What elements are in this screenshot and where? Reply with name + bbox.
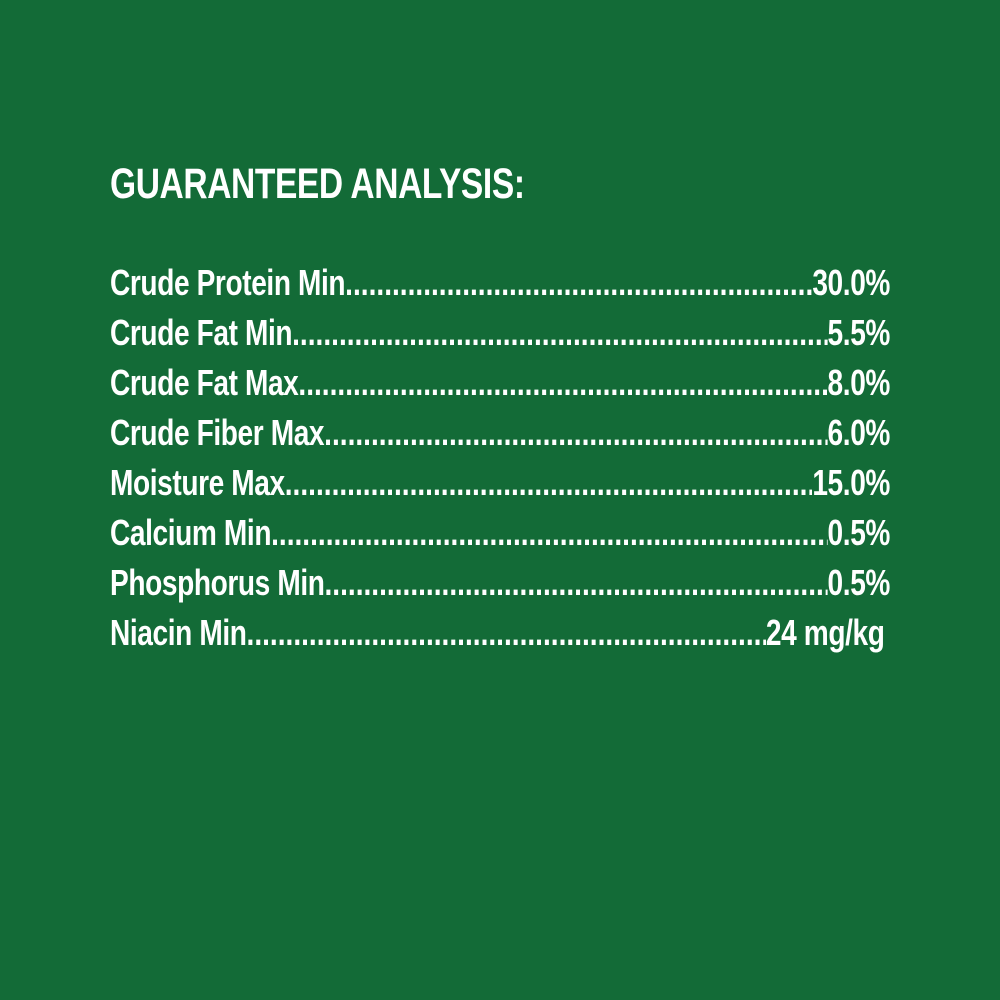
analysis-list: Crude Protein Min.......................… — [110, 262, 890, 662]
analysis-row-crude-protein-min: Crude Protein Min.......................… — [110, 262, 890, 312]
row-value: 6.0% — [827, 412, 891, 453]
row-label: Calcium Min — [110, 512, 272, 553]
dot-leader: ........................................… — [324, 562, 828, 603]
analysis-row-phosphorus-min: Phosphorus Min..........................… — [110, 562, 890, 612]
row-label: Crude Protein Min — [110, 262, 346, 303]
row-value: 0.5% — [827, 562, 891, 603]
dot-leader: ........................................… — [324, 412, 827, 453]
row-value: 15.0% — [812, 462, 890, 503]
row-value: 0.5% — [827, 512, 891, 553]
row-label: Phosphorus Min — [110, 562, 325, 603]
analysis-row-moisture-max: Moisture Max............................… — [110, 462, 890, 512]
dot-leader: ........................................… — [292, 312, 827, 353]
row-label: Crude Fat Max — [110, 362, 299, 403]
row-value: 5.5% — [827, 312, 891, 353]
analysis-row-crude-fat-min: Crude Fat Min...........................… — [110, 312, 890, 362]
analysis-row-crude-fiber-max: Crude Fiber Max.........................… — [110, 412, 890, 462]
dot-leader: ........................................… — [284, 462, 813, 503]
row-label: Crude Fiber Max — [110, 412, 325, 453]
row-label: Niacin Min — [110, 612, 247, 653]
row-label: Moisture Max — [110, 462, 285, 503]
dot-leader: ........................................… — [298, 362, 828, 403]
row-value: 8.0% — [827, 362, 891, 403]
page-title: GUARANTEED ANALYSIS: — [110, 160, 525, 208]
analysis-row-calcium-min: Calcium Min.............................… — [110, 512, 890, 562]
row-label: Crude Fat Min — [110, 312, 293, 353]
dot-leader: ........................................… — [246, 612, 766, 653]
dot-leader: ........................................… — [271, 512, 827, 553]
analysis-row-niacin-min: Niacin Min..............................… — [110, 612, 885, 662]
dot-leader: ........................................… — [345, 262, 812, 303]
row-value: 30.0% — [812, 262, 890, 303]
row-value: 24 mg/kg — [765, 612, 885, 653]
analysis-row-crude-fat-max: Crude Fat Max...........................… — [110, 362, 890, 412]
